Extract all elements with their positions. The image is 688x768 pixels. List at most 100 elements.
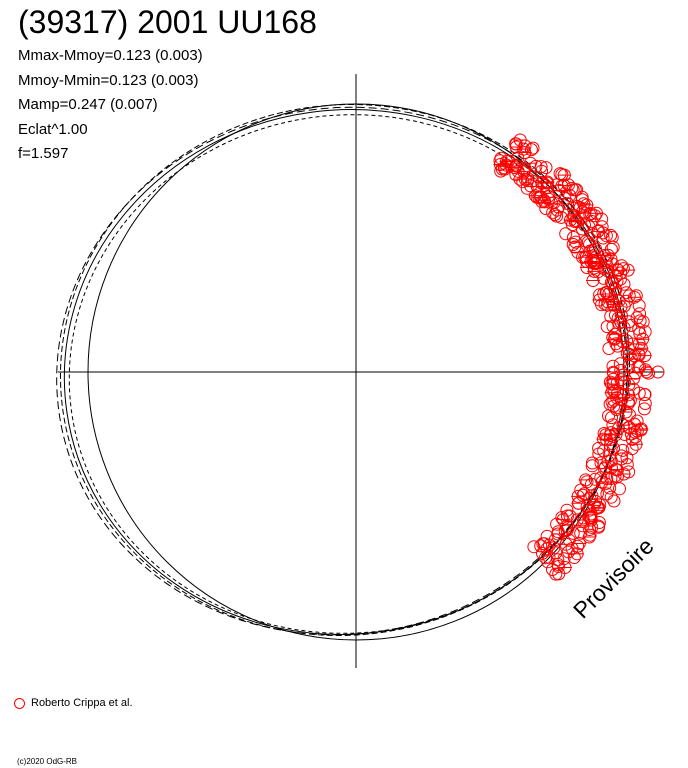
data-point: [530, 190, 544, 204]
data-point: [585, 459, 599, 473]
data-point: [579, 234, 593, 248]
data-point: [619, 286, 633, 300]
data-point: [534, 539, 548, 553]
data-point: [613, 357, 627, 371]
data-point: [604, 252, 618, 266]
data-point: [555, 179, 569, 193]
data-point: [632, 322, 646, 336]
data-point: [549, 567, 563, 581]
data-point: [539, 551, 552, 565]
stat-mmoy-mmin: Mmoy-Mmin=0.123 (0.003): [18, 71, 199, 89]
data-point: [633, 327, 647, 341]
data-point: [511, 151, 525, 165]
stat-frequency: f=1.597: [18, 145, 69, 163]
data-point: [610, 376, 624, 390]
data-point: [521, 174, 534, 188]
data-point: [616, 262, 630, 276]
data-point: [607, 298, 621, 312]
data-point: [612, 401, 626, 415]
data-point: [566, 218, 579, 232]
data-point: [525, 174, 539, 188]
data-point: [576, 488, 590, 502]
data-point: [566, 238, 580, 251]
data-point: [642, 366, 655, 380]
data-point: [595, 212, 609, 226]
fit-curves: [56, 103, 631, 637]
data-point: [610, 463, 624, 477]
data-point: [606, 331, 620, 345]
data-point: [603, 397, 617, 411]
data-point: [637, 402, 651, 416]
data-point: [604, 490, 618, 504]
data-point: [604, 228, 618, 242]
chart-title: (39317) 2001 UU168: [18, 4, 317, 40]
data-point: [586, 228, 600, 242]
data-point: [638, 388, 652, 402]
data-point: [573, 201, 587, 215]
data-point: [592, 447, 606, 461]
data-point: [539, 161, 553, 175]
data-point: [606, 359, 620, 373]
data-point: [622, 315, 636, 329]
data-point: [613, 482, 626, 496]
data-point: [560, 503, 574, 517]
data-point: [588, 209, 602, 223]
data-point: [588, 472, 602, 486]
data-point: [568, 240, 582, 254]
data-point: [526, 141, 540, 155]
data-point: [583, 237, 597, 251]
data-point: [585, 489, 599, 503]
data-point: [534, 190, 547, 204]
data-point: [561, 509, 574, 523]
data-point: [594, 456, 608, 470]
data-point: [595, 220, 609, 234]
copyright: (c)2020 OdG-RB: [17, 757, 78, 766]
fit-curve-4: [56, 106, 630, 636]
data-point: [580, 254, 593, 268]
data-point: [622, 465, 636, 479]
data-point: [583, 528, 597, 542]
data-point: [600, 286, 614, 300]
data-point: [553, 167, 567, 181]
data-point: [633, 314, 647, 328]
data-point: [615, 259, 629, 273]
data-point: [633, 360, 646, 374]
data-point: [603, 375, 617, 389]
data-point: [575, 190, 589, 204]
data-point: [558, 524, 572, 538]
data-point: [518, 172, 532, 186]
data-point: [562, 545, 575, 559]
data-point: [592, 519, 606, 533]
data-point: [585, 520, 599, 534]
data-points: [493, 133, 665, 581]
data-point: [585, 215, 599, 228]
fit-curve-2: [59, 103, 631, 637]
data-point: [572, 496, 586, 510]
data-point: [630, 424, 644, 438]
data-point: [586, 253, 600, 267]
data-point: [494, 164, 508, 178]
data-point: [559, 227, 573, 241]
data-point: [596, 231, 610, 245]
data-point: [520, 181, 534, 195]
stats-panel: Mmax-Mmoy=0.123 (0.003) Mmoy-Mmin=0.123 …: [18, 44, 203, 167]
data-point: [550, 209, 564, 223]
data-point: [551, 557, 565, 571]
data-point: [607, 441, 620, 455]
reference-circle: [87, 103, 625, 641]
data-point: [574, 526, 588, 540]
data-point: [616, 443, 630, 457]
data-point: [584, 207, 598, 220]
data-point: [527, 540, 541, 554]
data-point: [607, 399, 621, 413]
data-point: [623, 408, 636, 422]
data-point: [540, 529, 554, 543]
fit-curve-3: [68, 114, 628, 634]
legend-circle-icon: [14, 697, 25, 709]
data-point: [583, 492, 597, 505]
data-point: [614, 363, 628, 377]
data-point: [629, 289, 643, 303]
data-point: [603, 448, 617, 462]
data-point: [622, 395, 635, 409]
data-point: [625, 442, 639, 456]
